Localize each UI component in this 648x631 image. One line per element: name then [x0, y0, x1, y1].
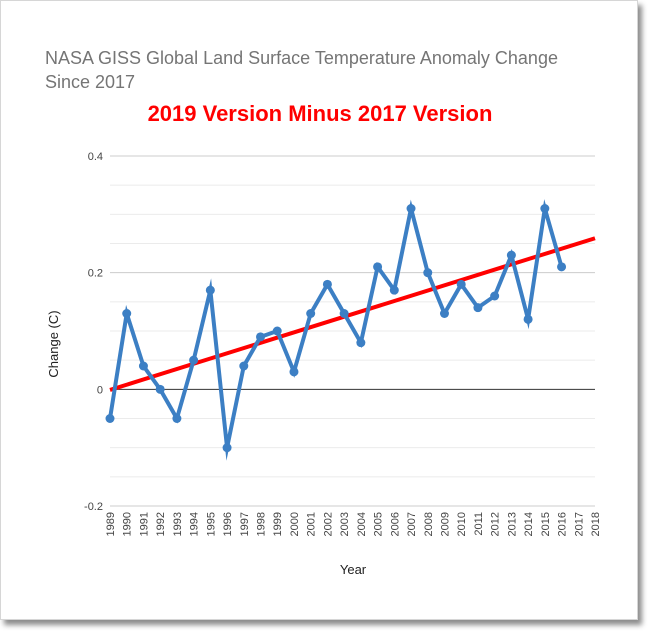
x-tick-label: 2008 [423, 512, 435, 536]
y-axis-title: Change (C) [46, 310, 61, 377]
x-tick-label: 1996 [222, 512, 234, 536]
data-point [122, 309, 132, 318]
x-tick-label: 2013 [506, 512, 518, 536]
x-axis-title: Year [340, 562, 367, 577]
x-tick-label: 2015 [540, 512, 552, 536]
data-point [490, 291, 500, 301]
data-point [473, 303, 483, 313]
data-point [373, 262, 383, 272]
data-point [289, 367, 299, 377]
x-tick-label: 1994 [189, 512, 201, 536]
x-tick-label: 2018 [590, 512, 602, 536]
data-point [339, 309, 349, 318]
x-tick-label: 2002 [322, 512, 334, 536]
x-tick-label: 2017 [573, 512, 585, 536]
data-point [506, 250, 516, 260]
x-tick-label: 1997 [239, 512, 251, 536]
chart-title: NASA GISS Global Land Surface Temperatur… [45, 48, 558, 92]
x-tick-label: 2001 [306, 512, 318, 536]
data-point [423, 268, 433, 278]
data-point [356, 338, 366, 348]
data-point [239, 361, 249, 371]
x-tick-label: 2011 [473, 512, 485, 536]
y-tick-label: 0.4 [88, 151, 103, 163]
x-tick-label: 1990 [122, 512, 134, 536]
line-chart: -0.2 0 0.2 0.4 1989 1990 1991 1992 1993 1994 1995… [46, 151, 602, 577]
x-tick-label: 2010 [456, 512, 468, 536]
data-point [439, 309, 449, 318]
x-tick-label: 2004 [356, 512, 368, 536]
x-tick-label: 2016 [557, 512, 569, 536]
data-point [456, 279, 466, 289]
x-tick-label: 2012 [490, 512, 502, 536]
data-point [272, 326, 282, 336]
y-tick-label: -0.2 [84, 501, 103, 513]
x-tick-label: 2003 [339, 512, 351, 536]
data-point [222, 443, 232, 453]
data-point [172, 414, 182, 423]
x-tick-label: 2000 [289, 512, 301, 536]
x-tick-label: 1998 [256, 512, 268, 536]
data-point [256, 332, 266, 342]
x-tick-label: 2007 [406, 512, 418, 536]
series-line [108, 199, 564, 461]
chart-frame: NASA GISS Global Land Surface Temperatur… [0, 0, 638, 620]
x-tick-label: 1993 [172, 512, 184, 536]
x-tick-label: 2005 [373, 512, 385, 536]
data-point [540, 204, 550, 213]
x-tick-label: 2014 [523, 512, 535, 536]
data-point [155, 384, 165, 394]
data-point [138, 361, 148, 371]
data-point [557, 262, 567, 272]
data-point [406, 204, 416, 213]
x-tick-label: 2006 [389, 512, 401, 536]
x-tick-label: 1991 [138, 512, 150, 536]
x-tick-label: 1995 [205, 512, 217, 536]
data-point [189, 355, 199, 365]
data-point [306, 309, 316, 318]
data-point [205, 285, 215, 295]
data-point [523, 314, 533, 324]
trend-line [109, 236, 596, 392]
x-tick-label: 1992 [155, 512, 167, 536]
x-tick-label: 1989 [105, 512, 117, 536]
y-tick-label: 0 [97, 384, 103, 396]
x-tick-label: 2009 [439, 512, 451, 536]
data-point [389, 285, 399, 295]
data-point [105, 414, 115, 423]
x-tick-label: 1999 [272, 512, 284, 536]
chart-subtitle: 2019 Version Minus 2017 Version [147, 101, 493, 126]
y-tick-label: 0.2 [88, 268, 103, 280]
data-point [322, 279, 332, 289]
